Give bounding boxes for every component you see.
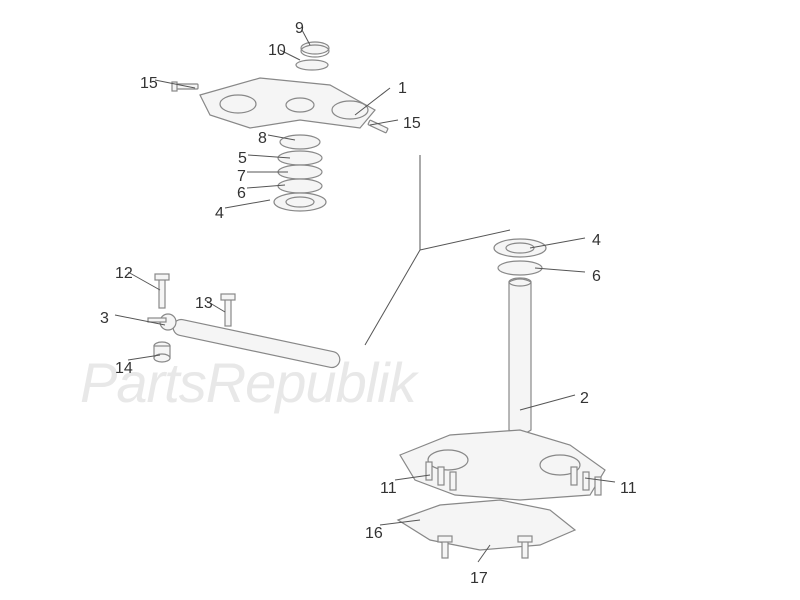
callout-9: 9 (295, 20, 304, 38)
callout-7: 7 (237, 168, 246, 186)
callout-15: 15 (403, 115, 421, 133)
callout-6: 6 (237, 185, 246, 203)
callout-8: 8 (258, 130, 267, 148)
callout-14: 14 (115, 360, 133, 378)
callout-2: 2 (580, 390, 589, 408)
callout-layer: 1234456678910111112131415151617 (0, 0, 800, 600)
callout-17: 17 (470, 570, 488, 588)
callout-6: 6 (592, 268, 601, 286)
callout-11: 11 (380, 480, 397, 498)
callout-11: 11 (620, 480, 637, 498)
callout-16: 16 (365, 525, 383, 543)
callout-1: 1 (398, 80, 407, 98)
callout-4: 4 (215, 205, 224, 223)
callout-4: 4 (592, 232, 601, 250)
callout-10: 10 (268, 42, 286, 60)
callout-15: 15 (140, 75, 158, 93)
callout-12: 12 (115, 265, 133, 283)
callout-3: 3 (100, 310, 109, 328)
exploded-diagram: PartsRepublik (0, 0, 800, 600)
callout-13: 13 (195, 295, 213, 313)
callout-5: 5 (238, 150, 247, 168)
